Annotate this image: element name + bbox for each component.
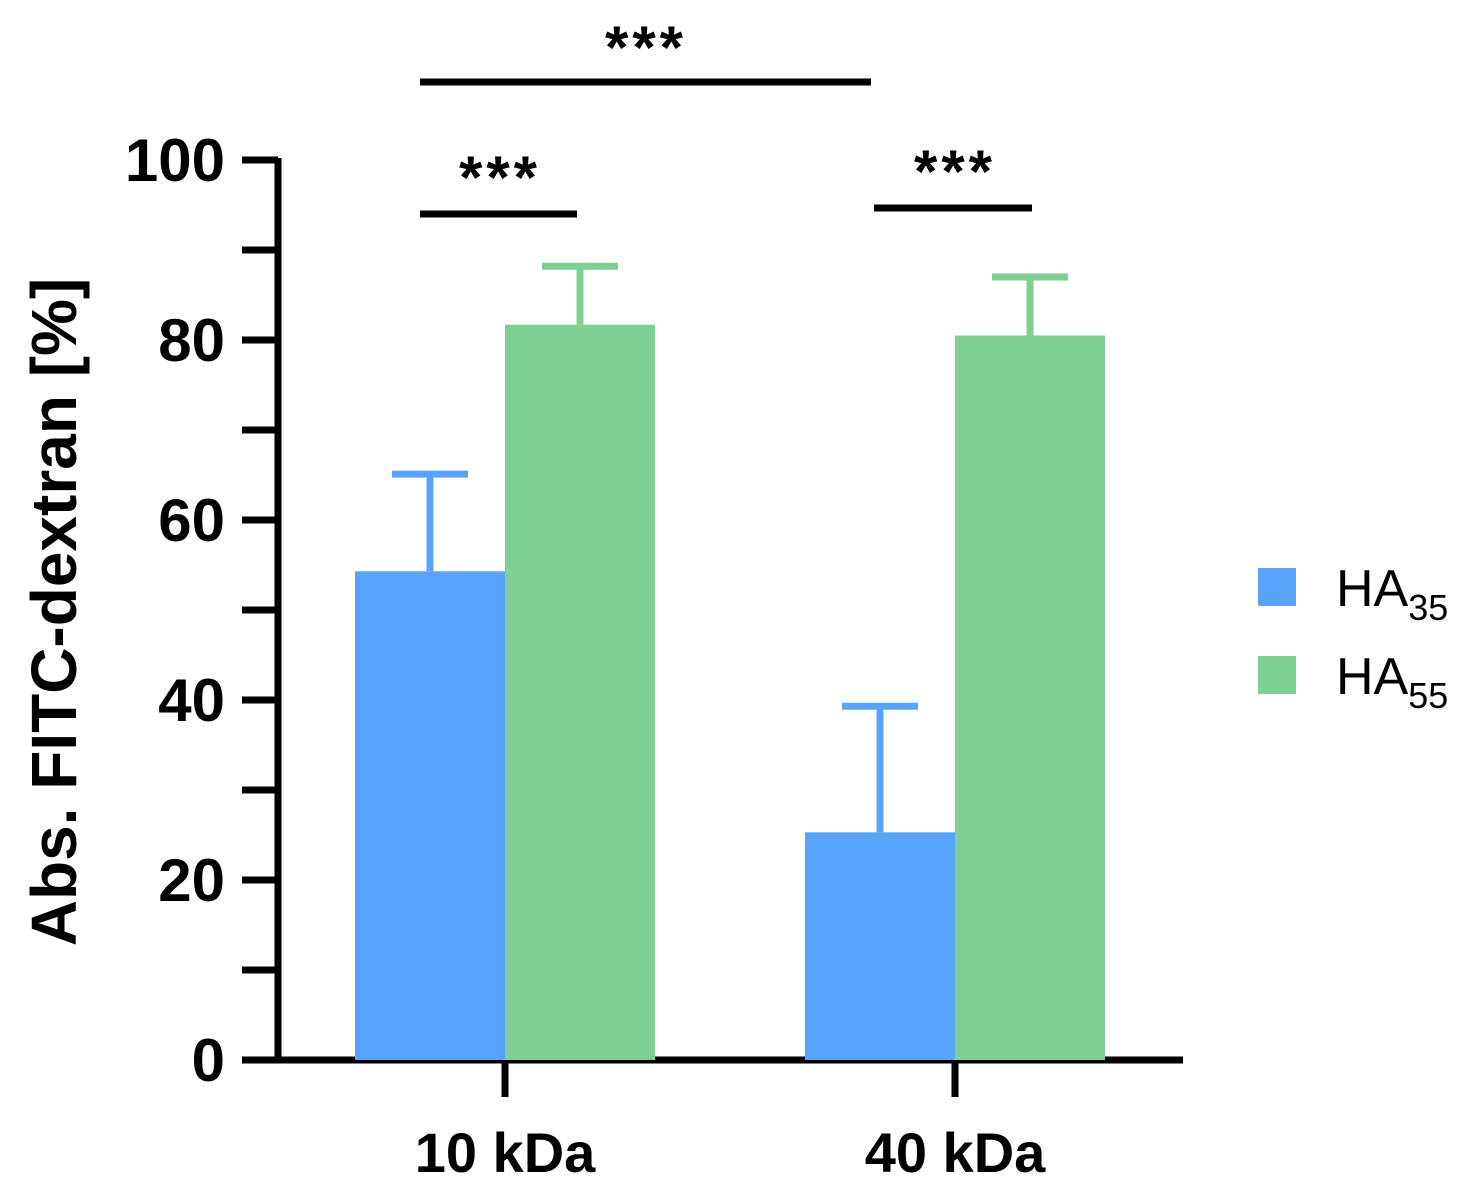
- sig-label-10kda: ***: [459, 144, 541, 211]
- sig-label-top: ***: [605, 14, 687, 81]
- legend-label-ha55-main: HA: [1336, 648, 1409, 706]
- bar-ha35-0: [355, 571, 505, 1060]
- y-tick-label: 40: [158, 667, 225, 734]
- legend-label-ha35-sub: 35: [1408, 587, 1448, 628]
- bars: [355, 324, 1105, 1060]
- y-ticks: 0 20 40 60 80 100: [125, 127, 278, 1094]
- x-category-label: 40 kDa: [865, 1121, 1046, 1184]
- legend-label-ha35: HA35: [1336, 560, 1448, 628]
- legend: HA35 HA55: [1258, 560, 1448, 716]
- bar-ha55-0: [505, 324, 655, 1060]
- bar-ha35-1: [805, 832, 955, 1060]
- bar-ha55-1: [955, 335, 1105, 1060]
- y-tick-label: 0: [192, 1027, 225, 1094]
- significance-annotations: *** *** ***: [420, 14, 1032, 218]
- y-axis-title: Abs. FITC-dextran [%]: [18, 278, 90, 946]
- error-bars: [392, 262, 1068, 833]
- legend-label-ha55: HA55: [1336, 648, 1448, 716]
- y-tick-label: 20: [158, 847, 225, 914]
- x-category-label: 10 kDa: [415, 1121, 596, 1184]
- legend-swatch-ha55: [1258, 656, 1296, 694]
- x-ticks: 10 kDa 40 kDa: [415, 1060, 1046, 1184]
- y-tick-label: 60: [158, 487, 225, 554]
- y-tick-label: 100: [125, 127, 225, 194]
- y-tick-label: 80: [158, 307, 225, 374]
- legend-swatch-ha35: [1258, 568, 1296, 606]
- legend-label-ha35-main: HA: [1336, 560, 1409, 618]
- legend-label-ha55-sub: 55: [1408, 675, 1448, 716]
- sig-label-40kda: ***: [914, 138, 996, 205]
